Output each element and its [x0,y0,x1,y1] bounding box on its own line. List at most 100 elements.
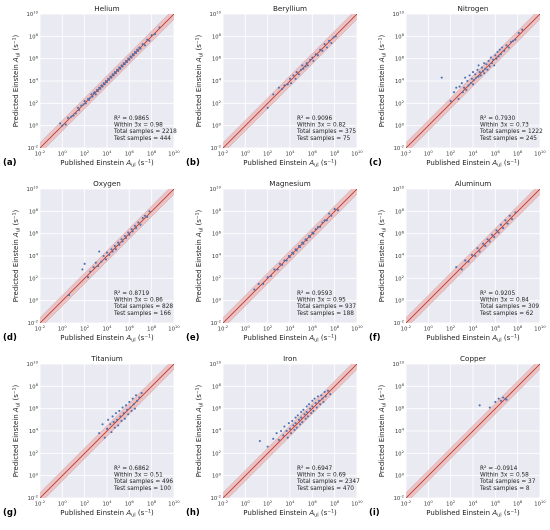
panel-label: (d) [3,333,17,343]
data-point [467,260,470,263]
chart-svg: 10-210-2 100 100 102 102 104 104 106 106 108 108 10… [369,354,546,519]
x-tick-label: 104 [285,149,295,157]
data-point [315,406,318,409]
data-point [500,46,504,49]
band-upper-edge [406,189,536,318]
x-axis-label: Published Einstein Aul (s−1) [60,159,154,169]
data-point [509,40,513,43]
data-point [288,256,292,259]
stat-line: R² = 0.9096 [297,115,332,122]
data-point [294,422,297,425]
data-point [328,39,331,42]
band-lower-edge [227,369,357,498]
data-point [332,36,335,39]
data-point [143,214,147,217]
data-point [452,91,456,94]
y-tick-label: 10-2 [394,319,405,327]
identity-line [223,364,357,498]
data-point [511,218,514,221]
y-tick-label: 10-2 [28,494,39,502]
identity-line [40,364,174,498]
data-point [292,74,295,77]
y-tick-label: 102 [212,274,222,282]
data-point [103,436,106,439]
panel-label: (f) [369,333,381,343]
data-point [471,71,475,74]
data-point [114,248,117,251]
y-tick-label: 1010 [27,360,39,368]
plot-clip-group [223,364,357,498]
band-upper-edge [406,364,536,493]
data-point [325,219,328,222]
data-point [484,244,487,247]
data-point [277,438,280,441]
data-point [140,391,143,395]
data-point [72,114,75,117]
data-point [507,46,510,49]
data-point [288,427,292,430]
y-axis-label: Predicted Einstein Aul (s−1) [195,384,205,477]
y-tick-label: 100 [29,296,39,304]
y-tick-label: 10-2 [211,144,222,152]
y-tick-label: 1010 [27,185,39,193]
x-tick-label: 10-2 [35,499,46,507]
data-point [297,73,300,76]
data-point [107,418,110,421]
data-point [83,100,86,103]
data-point [133,224,136,227]
data-point [66,116,69,119]
data-point [473,78,476,81]
y-tick-label: 106 [29,404,39,412]
data-point [130,409,133,412]
chart-panel-magnesium: 10-2 10-2 100 100 102 102 104 104 106 106 108 108 10… [183,175,366,354]
x-tick-label: 106 [491,324,501,332]
data-point [495,229,498,232]
stat-line: Test samples = 62 [479,311,534,317]
data-point [474,73,477,76]
data-point [120,419,123,422]
data-point [121,240,124,243]
data-point [128,400,131,404]
data-point [476,247,479,250]
data-point [336,209,340,212]
data-point [497,55,500,58]
panel-label: (g) [3,508,17,518]
stat-line: Total samples = 1222 [479,129,543,135]
data-point [455,86,458,89]
y-tick-label: 102 [212,99,222,107]
stat-line: Test samples = 470 [296,486,354,492]
data-point [84,102,87,105]
chart-svg: 10-210-2 100 100 102 102 104 104 106 106 108 108 10… [3,179,180,344]
data-point [498,48,501,51]
data-point [283,259,286,262]
data-point [137,49,140,52]
data-point [89,270,92,273]
data-point [302,67,305,70]
band-lower-edge [227,19,357,148]
data-point [91,95,94,98]
data-point [503,49,506,52]
chart-title: Titanium [90,354,123,363]
data-point [311,399,314,402]
x-axis-label: Published Einstein Aul (s−1) [426,509,520,519]
x-axis-label: Published Einstein Aul (s−1) [243,334,337,344]
data-point [321,49,324,52]
data-point [488,406,491,409]
data-point [141,43,144,46]
plot-clip-group [223,189,357,323]
y-axis-label: Predicted Einstein Aul (s−1) [378,384,388,477]
y-tick-label: 108 [212,32,222,40]
identity-line [406,189,540,323]
data-point [471,83,475,86]
band-lower-edge [44,19,174,148]
x-axis-label: Published Einstein Aul (s−1) [243,509,337,519]
data-point [139,223,142,226]
data-point [319,48,322,51]
x-tick-label: 106 [491,499,501,507]
band-upper-edge [40,364,170,493]
x-axis-label: Published Einstein Aul (s−1) [60,509,154,519]
data-point [295,426,298,429]
data-point [153,33,157,36]
data-point [148,210,151,213]
